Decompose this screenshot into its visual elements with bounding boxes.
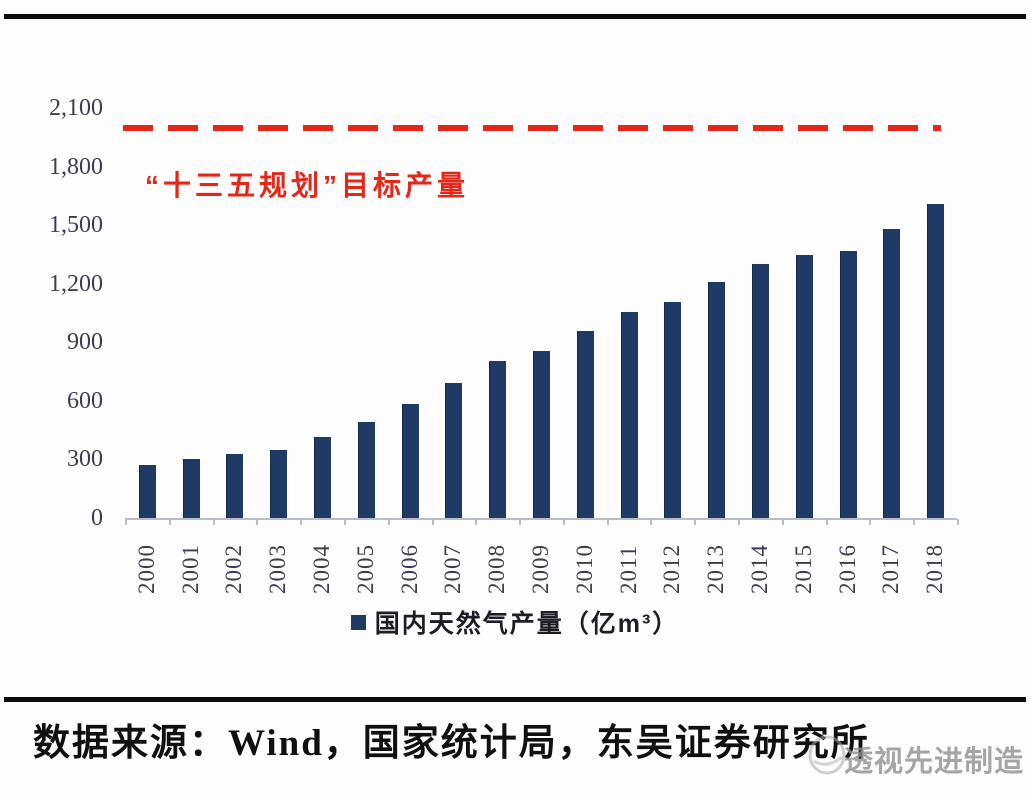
y-axis-tick-label: 900 bbox=[67, 329, 103, 356]
bar-2017 bbox=[883, 229, 901, 518]
x-axis-year-label: 2000 bbox=[133, 544, 159, 594]
bar-2018 bbox=[927, 203, 945, 518]
target-dashed-line bbox=[123, 124, 941, 131]
bar-2003 bbox=[270, 449, 288, 518]
x-axis-tick bbox=[431, 519, 434, 525]
x-axis-tick bbox=[694, 519, 697, 525]
x-axis-tick bbox=[562, 519, 565, 525]
bottom-divider bbox=[4, 697, 1026, 702]
x-axis-year-label: 2014 bbox=[746, 544, 772, 594]
bar-2009 bbox=[533, 351, 550, 518]
x-axis-year-label: 2003 bbox=[265, 544, 291, 594]
x-axis-year-label: 2002 bbox=[221, 544, 247, 594]
y-axis-tick-label: 1,200 bbox=[49, 270, 103, 297]
y-axis-tick-label: 0 bbox=[91, 505, 103, 531]
x-axis-year-label: 2006 bbox=[396, 544, 422, 594]
bar-2001 bbox=[182, 458, 200, 518]
x-axis-tick bbox=[913, 519, 916, 525]
chart-legend: 国内天然气产量（亿m³） bbox=[0, 604, 1030, 640]
bar-2016 bbox=[839, 250, 857, 518]
x-axis-year-label: 2010 bbox=[571, 544, 597, 594]
bar-2014 bbox=[751, 263, 769, 518]
x-axis-tick bbox=[343, 519, 346, 525]
y-axis-tick-label: 300 bbox=[67, 446, 103, 473]
watermark-eye-icon bbox=[808, 735, 846, 775]
x-axis-tick bbox=[825, 519, 828, 525]
bar-2015 bbox=[795, 255, 813, 518]
bar-2012 bbox=[664, 302, 682, 518]
x-axis-year-label: 2018 bbox=[922, 544, 948, 594]
x-axis-year-label: 2005 bbox=[352, 544, 378, 594]
top-divider bbox=[4, 14, 1026, 19]
x-axis-year-label: 2013 bbox=[703, 544, 729, 594]
bar-2004 bbox=[314, 436, 332, 518]
bar-2007 bbox=[445, 382, 463, 518]
x-axis-tick bbox=[387, 519, 390, 525]
x-axis-tick bbox=[519, 519, 522, 525]
target-annotation: “十三五规划”目标产量 bbox=[145, 170, 470, 201]
bar-2008 bbox=[489, 361, 507, 518]
x-axis-tick bbox=[650, 519, 653, 525]
x-axis-year-label: 2008 bbox=[484, 544, 510, 594]
bar-2002 bbox=[226, 454, 244, 518]
bar-2006 bbox=[401, 403, 419, 518]
y-axis-tick-label: 1,500 bbox=[49, 212, 103, 239]
x-axis-line bbox=[125, 518, 957, 520]
natural-gas-production-chart: “十三五规划”目标产量 0 300 600 900 1,200 1,500 1,800 2,1… bbox=[49, 95, 959, 594]
bar-2000 bbox=[138, 464, 156, 518]
legend-series-label: 国内天然气产量（亿m³） bbox=[374, 610, 680, 638]
watermark-text: 透视先进制造 bbox=[844, 746, 1025, 778]
x-axis-year-label: 2011 bbox=[615, 544, 641, 594]
x-axis-year-label: 2004 bbox=[309, 544, 335, 594]
x-axis-tick bbox=[125, 519, 127, 525]
x-axis-year-label: 2001 bbox=[177, 544, 203, 594]
x-axis-year-label: 2012 bbox=[659, 544, 685, 594]
watermark: 透视先进制造 bbox=[800, 727, 1030, 783]
x-axis-year-label: 2017 bbox=[878, 544, 904, 594]
x-axis-year-label: 2016 bbox=[834, 544, 860, 594]
x-axis-tick bbox=[606, 519, 609, 525]
x-axis-year-label: 2007 bbox=[440, 544, 466, 594]
x-axis-year-label: 2015 bbox=[790, 544, 816, 594]
y-axis-tick-label: 1,800 bbox=[49, 153, 103, 180]
bar-2010 bbox=[576, 330, 594, 518]
bar-2013 bbox=[708, 281, 726, 518]
y-axis-tick-label: 2,100 bbox=[49, 95, 103, 121]
x-axis-tick bbox=[781, 519, 784, 525]
legend-swatch-icon bbox=[350, 614, 366, 630]
bar-2005 bbox=[357, 421, 375, 518]
bar-2011 bbox=[620, 312, 638, 518]
data-source-text: 数据来源：Wind，国家统计局，东吴证券研究所 bbox=[33, 723, 870, 764]
x-axis-tick bbox=[300, 519, 303, 525]
x-axis-year-label: 2009 bbox=[528, 544, 553, 594]
x-axis-tick bbox=[957, 519, 959, 525]
x-axis-tick bbox=[475, 519, 478, 525]
x-axis-tick bbox=[168, 519, 171, 525]
x-axis-tick bbox=[212, 519, 215, 525]
x-axis-tick bbox=[256, 519, 259, 525]
y-axis-tick-label: 600 bbox=[67, 387, 103, 414]
x-axis-tick bbox=[869, 519, 872, 525]
x-axis-tick bbox=[738, 519, 741, 525]
